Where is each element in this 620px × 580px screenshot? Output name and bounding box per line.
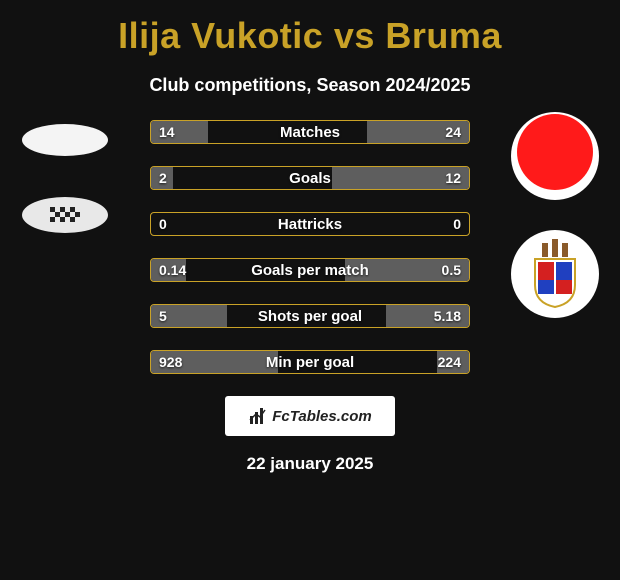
date: 22 january 2025 [0, 454, 620, 474]
comparison-card: Ilija Vukotic vs Bruma Club competitions… [0, 0, 620, 580]
stat-label: Shots per goal [151, 305, 469, 327]
page-title: Ilija Vukotic vs Bruma [0, 15, 620, 57]
stat-label: Goals per match [151, 259, 469, 281]
stat-row: 00Hattricks [150, 212, 470, 236]
subtitle: Club competitions, Season 2024/2025 [0, 75, 620, 96]
stats-area: 1424Matches 212Goals 00Hattricks 0.140.5Goa… [0, 120, 620, 374]
stat-row: 1424Matches [150, 120, 470, 144]
stat-label: Matches [151, 121, 469, 143]
stat-row: 928224Min per goal [150, 350, 470, 374]
stat-row: 0.140.5Goals per match [150, 258, 470, 282]
watermark-text: FcTables.com [272, 408, 371, 425]
stat-row: 212Goals [150, 166, 470, 190]
stat-label: Hattricks [151, 213, 469, 235]
watermark: FcTables.com [225, 396, 395, 436]
stat-label: Min per goal [151, 351, 469, 373]
stat-label: Goals [151, 167, 469, 189]
stat-row: 55.18Shots per goal [150, 304, 470, 328]
